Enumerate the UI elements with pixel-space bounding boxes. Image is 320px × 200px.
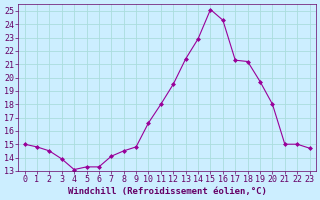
X-axis label: Windchill (Refroidissement éolien,°C): Windchill (Refroidissement éolien,°C) xyxy=(68,187,267,196)
